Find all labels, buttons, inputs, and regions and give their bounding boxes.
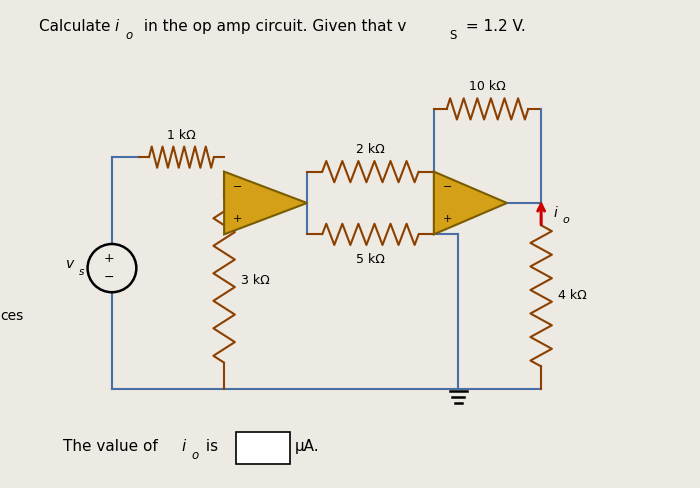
Text: 2 kΩ: 2 kΩ	[356, 143, 385, 156]
Text: o: o	[125, 29, 132, 42]
Text: = 1.2 V.: = 1.2 V.	[461, 20, 526, 34]
Text: +: +	[443, 214, 452, 224]
Text: +: +	[103, 252, 114, 265]
Text: −: −	[104, 271, 114, 285]
Text: i: i	[181, 439, 186, 454]
Text: +: +	[233, 214, 242, 224]
Text: −: −	[233, 183, 242, 192]
Text: 5 kΩ: 5 kΩ	[356, 253, 385, 265]
Text: in the op amp circuit. Given that v: in the op amp circuit. Given that v	[139, 20, 406, 34]
Text: 10 kΩ: 10 kΩ	[469, 81, 506, 94]
Text: Calculate: Calculate	[38, 20, 116, 34]
FancyBboxPatch shape	[237, 432, 290, 464]
Text: i: i	[114, 20, 118, 34]
Text: μA.: μA.	[295, 439, 319, 454]
Text: S: S	[449, 29, 457, 42]
Text: The value of: The value of	[63, 439, 163, 454]
Text: ces: ces	[0, 309, 23, 324]
Text: o: o	[191, 449, 198, 462]
Text: o: o	[563, 215, 569, 225]
Polygon shape	[434, 172, 507, 234]
Text: v: v	[66, 257, 74, 271]
Polygon shape	[224, 172, 307, 234]
Text: is: is	[201, 439, 218, 454]
Text: 4 kΩ: 4 kΩ	[558, 289, 587, 303]
Text: i: i	[553, 205, 557, 220]
Text: s: s	[79, 267, 85, 277]
Text: 3 kΩ: 3 kΩ	[241, 274, 270, 286]
Text: −: −	[443, 183, 452, 192]
Text: 1 kΩ: 1 kΩ	[167, 129, 196, 142]
